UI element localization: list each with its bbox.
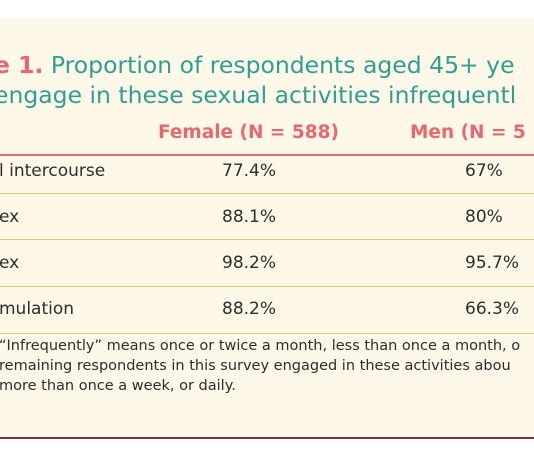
header-men: Men (N = 5 [410, 122, 526, 143]
row-1-men: 67% [465, 161, 503, 181]
footnote-line-1: “Infrequently” means once or twice a mon… [0, 338, 521, 354]
table-card: e 1. Proportion of respondents aged 45+ … [0, 18, 534, 439]
footnote-line-3: more than once a week, or daily. [0, 378, 236, 394]
bottom-rule [0, 437, 534, 439]
row-divider [0, 286, 534, 287]
row-divider [0, 193, 534, 194]
row-3-activity: ex [0, 253, 20, 273]
footnote-line-2: remaining respondents in this survey eng… [0, 358, 511, 374]
table-title-line2: engage in these sexual activities infreq… [0, 81, 517, 109]
table-title-label: e 1. [0, 51, 44, 79]
header-rule [0, 154, 534, 156]
row-3-men: 95.7% [465, 253, 520, 273]
row-1-activity: l intercourse [0, 161, 106, 181]
row-divider [0, 333, 534, 334]
row-2-activity: ex [0, 207, 20, 227]
row-4-activity: mulation [0, 299, 75, 319]
row-1-female: 77.4% [222, 161, 277, 181]
footnote: “Infrequently” means once or twice a mon… [0, 336, 520, 396]
row-divider [0, 239, 534, 240]
row-2-men: 80% [465, 207, 503, 227]
row-3-female: 98.2% [222, 253, 277, 273]
row-4-men: 66.3% [465, 299, 520, 319]
table-title-line1: Proportion of respondents aged 45+ ye [43, 51, 515, 79]
row-4-female: 88.2% [222, 299, 277, 319]
header-female: Female (N = 588) [158, 122, 339, 143]
row-2-female: 88.1% [222, 207, 277, 227]
table-title: e 1. Proportion of respondents aged 45+ … [0, 50, 515, 80]
